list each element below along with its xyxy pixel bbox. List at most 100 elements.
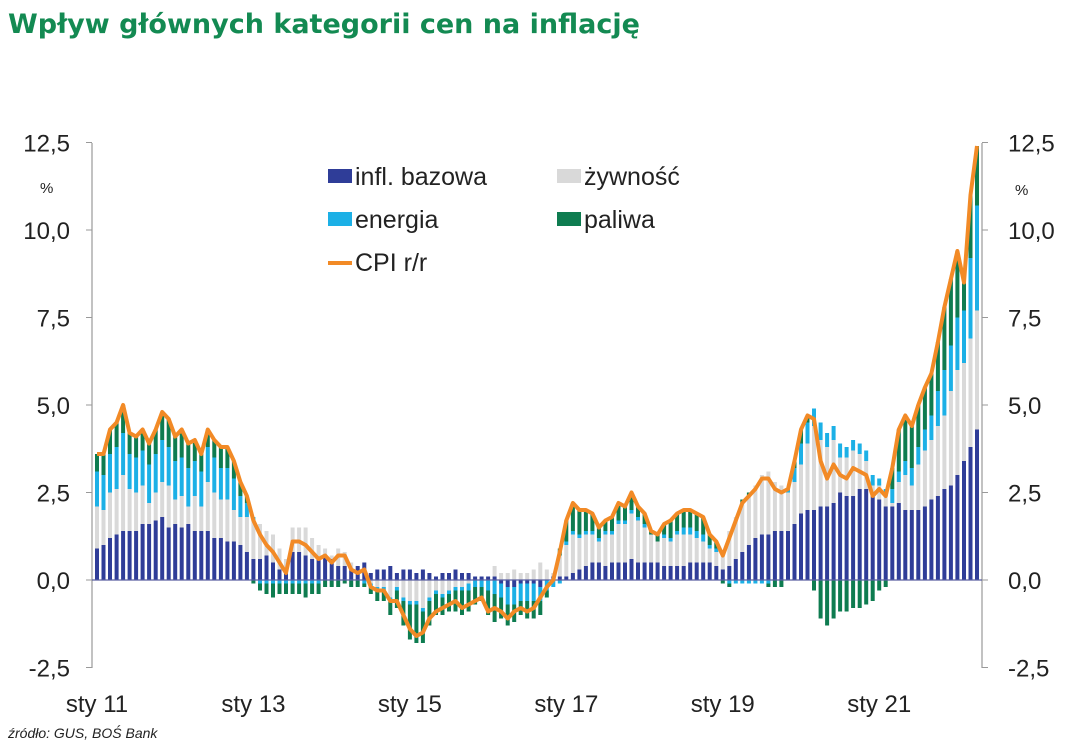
bar-energy xyxy=(290,580,295,584)
bar-energy xyxy=(916,447,921,465)
bar-energy xyxy=(518,583,523,601)
bar-fuel xyxy=(831,580,836,619)
bar-energy xyxy=(284,580,288,584)
bar-food xyxy=(466,580,471,584)
bar-energy xyxy=(486,580,491,591)
bar-core xyxy=(192,531,197,580)
y-tick-label-right: 12,5 xyxy=(1008,131,1055,158)
bar-core xyxy=(746,545,751,580)
bar-food xyxy=(375,580,380,587)
bar-energy xyxy=(792,468,797,482)
bar-fuel xyxy=(694,513,699,531)
bar-fuel xyxy=(922,387,927,430)
bar-energy xyxy=(108,454,112,493)
bar-food xyxy=(642,527,647,563)
bar-core xyxy=(942,489,947,580)
bar-core xyxy=(883,506,888,580)
bar-energy xyxy=(864,450,869,461)
bar-energy xyxy=(362,580,367,584)
bar-food xyxy=(799,464,803,514)
bar-core xyxy=(140,524,145,580)
y-tick-label-right: 7,5 xyxy=(1008,306,1041,333)
bar-core xyxy=(342,566,347,580)
bar-fuel xyxy=(538,601,543,615)
bar-energy xyxy=(140,450,145,486)
y-tick-label-left: 12,5 xyxy=(23,131,70,158)
bar-fuel xyxy=(388,601,393,615)
bar-core xyxy=(707,562,712,580)
bar-food xyxy=(596,541,601,563)
bar-fuel xyxy=(264,583,269,594)
bar-fuel xyxy=(942,307,947,370)
x-tick-label: sty 15 xyxy=(378,691,442,718)
bar-fuel xyxy=(577,510,582,535)
bar-fuel xyxy=(225,447,230,468)
bar-food xyxy=(538,562,543,580)
cpi-line xyxy=(97,145,979,638)
bar-fuel xyxy=(186,443,191,468)
bar-core xyxy=(147,524,152,580)
bar-core xyxy=(890,506,895,580)
bar-fuel xyxy=(929,373,934,416)
bar-fuel xyxy=(844,580,849,612)
bar-energy xyxy=(212,457,217,493)
bar-core xyxy=(538,580,543,587)
y-tick-label-left: 2,5 xyxy=(37,481,70,508)
bar-energy xyxy=(192,461,197,496)
bar-fuel xyxy=(101,454,106,475)
bar-core xyxy=(349,569,354,580)
bar-energy xyxy=(505,587,510,605)
bar-core xyxy=(427,573,432,580)
bar-core xyxy=(857,489,862,580)
bar-food xyxy=(942,415,947,489)
bar-energy xyxy=(642,524,647,528)
bar-food xyxy=(583,534,588,566)
bar-food xyxy=(525,573,530,580)
bar-fuel xyxy=(883,580,888,587)
chart-title: Wpływ głównych kategorii cen na inflację xyxy=(8,9,640,40)
bar-energy xyxy=(199,471,204,507)
bar-food xyxy=(414,580,419,601)
bar-food xyxy=(616,524,621,563)
x-tick-label: sty 19 xyxy=(691,691,755,718)
bar-energy xyxy=(231,478,236,510)
bar-energy xyxy=(740,580,745,584)
bar-core xyxy=(381,569,386,580)
bar-fuel xyxy=(766,583,771,587)
bar-fuel xyxy=(179,429,184,458)
bar-food xyxy=(505,573,510,580)
bar-core xyxy=(603,566,608,580)
bar-energy xyxy=(453,587,458,591)
bar-food xyxy=(610,534,614,563)
bar-food xyxy=(134,492,139,531)
bar-energy xyxy=(95,471,99,507)
bar-fuel xyxy=(251,580,256,584)
bar-core xyxy=(407,569,412,580)
bar-food xyxy=(766,471,771,535)
bar-food xyxy=(329,555,334,559)
bar-core xyxy=(518,580,523,584)
bar-core xyxy=(479,576,484,580)
bar-core xyxy=(681,566,686,580)
bar-core xyxy=(786,531,790,580)
legend-swatch-core xyxy=(328,169,352,183)
bar-food xyxy=(733,517,738,559)
bar-core xyxy=(264,555,269,580)
bar-core xyxy=(310,559,315,580)
bar-energy xyxy=(610,531,614,535)
bar-fuel xyxy=(427,601,432,626)
bar-fuel xyxy=(479,587,484,601)
bar-food xyxy=(759,475,764,535)
bar-fuel xyxy=(623,506,627,521)
bar-energy xyxy=(922,429,927,451)
bar-core xyxy=(870,492,875,580)
y-tick-label-right: 0,0 xyxy=(1008,568,1041,595)
bar-energy xyxy=(955,317,960,370)
bar-core xyxy=(323,555,328,580)
bar-core xyxy=(505,580,510,587)
bar-fuel xyxy=(212,440,217,458)
bar-energy xyxy=(525,583,530,601)
bar-food xyxy=(303,527,308,556)
bar-core xyxy=(922,506,927,580)
bar-energy xyxy=(838,443,843,458)
